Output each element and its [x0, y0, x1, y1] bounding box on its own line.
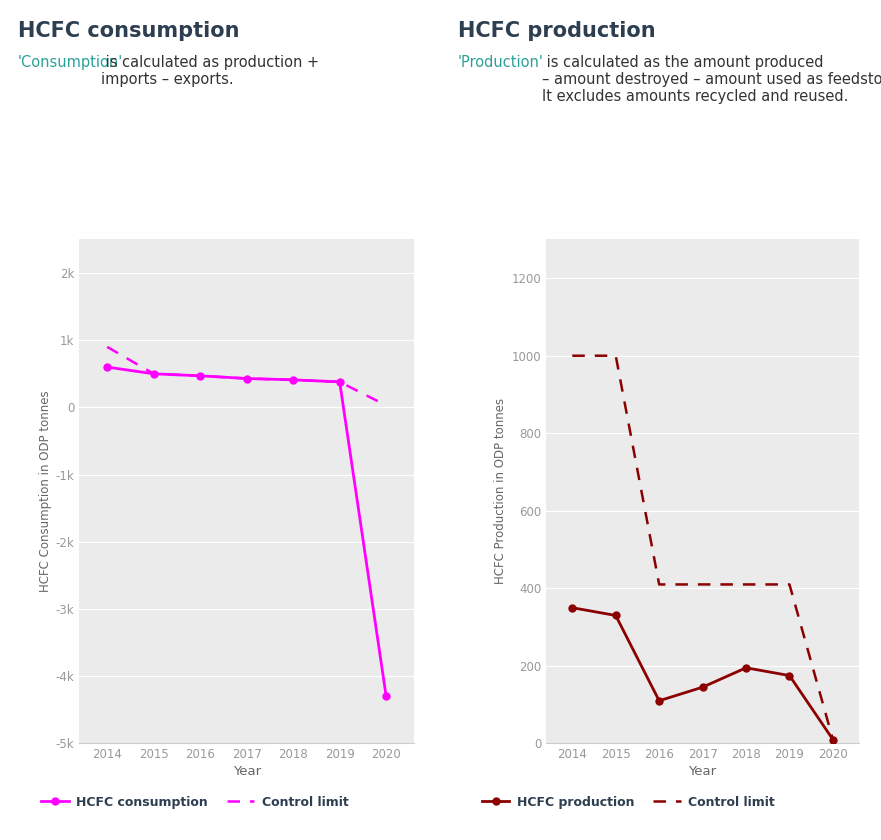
Text: 'Consumption': 'Consumption' — [18, 55, 122, 70]
X-axis label: Year: Year — [689, 765, 716, 779]
Text: is calculated as the amount produced
– amount destroyed – amount used as feedsto: is calculated as the amount produced – a… — [542, 55, 881, 104]
Text: HCFC production: HCFC production — [458, 21, 655, 41]
Text: 'Production': 'Production' — [458, 55, 544, 70]
X-axis label: Year: Year — [233, 765, 261, 779]
Text: is calculated as production +
imports – exports.: is calculated as production + imports – … — [101, 55, 320, 87]
Y-axis label: HCFC Production in ODP tonnes: HCFC Production in ODP tonnes — [494, 398, 507, 585]
Text: HCFC consumption: HCFC consumption — [18, 21, 239, 41]
Legend: HCFC consumption, Control limit: HCFC consumption, Control limit — [41, 795, 349, 809]
Y-axis label: HCFC Consumption in ODP tonnes: HCFC Consumption in ODP tonnes — [39, 391, 51, 592]
Legend: HCFC production, Control limit: HCFC production, Control limit — [482, 795, 775, 809]
